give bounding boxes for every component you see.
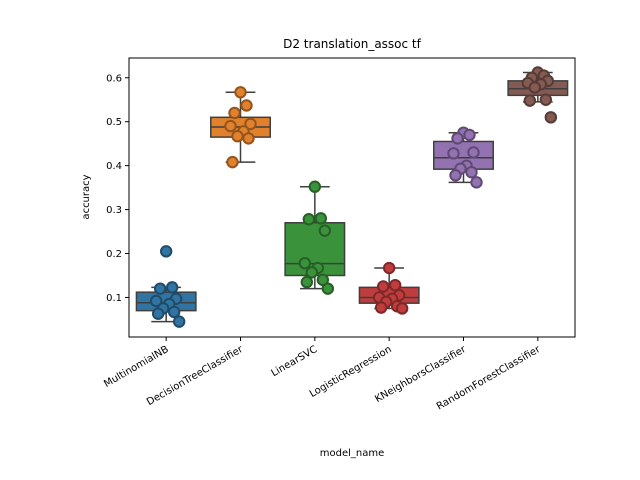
- y-tick-label: 0.4: [106, 161, 122, 172]
- box-group-logisticregression: [358, 261, 420, 315]
- y-tick-label: 0.1: [106, 293, 122, 304]
- x-tick-label: LinearSVC: [269, 344, 319, 379]
- box-group-kneighborsclassifier: [433, 126, 494, 189]
- data-point: [151, 307, 165, 320]
- data-point: [470, 176, 483, 189]
- data-point: [240, 99, 253, 112]
- box-group-randomforestclassifier: [507, 66, 569, 124]
- data-point: [467, 146, 480, 159]
- box-group-multinomialnb: [135, 245, 197, 328]
- data-point: [149, 294, 163, 308]
- chart-title: D2 translation_assoc tf: [283, 37, 422, 51]
- data-point: [302, 213, 316, 226]
- data-point: [544, 111, 558, 124]
- box-group-decisiontreeclassifier: [210, 86, 271, 169]
- data-point: [226, 155, 239, 169]
- data-point: [376, 280, 390, 293]
- data-point: [374, 301, 388, 314]
- data-point: [159, 245, 173, 258]
- data-point: [465, 166, 478, 179]
- y-tick-label: 0.3: [106, 205, 122, 216]
- y-tick-label: 0.2: [106, 249, 122, 260]
- data-point: [305, 266, 319, 279]
- data-point: [300, 275, 314, 289]
- data-point: [224, 119, 237, 133]
- data-point: [451, 132, 464, 145]
- data-point: [153, 282, 167, 295]
- x-axis-label: model_name: [320, 448, 385, 459]
- data-point: [463, 128, 476, 142]
- data-point: [228, 106, 241, 120]
- data-point: [382, 261, 396, 275]
- plot-frame: [128, 57, 576, 338]
- data-point: [321, 282, 335, 295]
- data-point: [447, 147, 460, 160]
- data-point: [539, 93, 553, 106]
- y-axis: 0.1 0.2 0.3 0.4 0.5 0.6: [106, 73, 129, 304]
- box-group-linearsvc: [284, 180, 346, 295]
- data-point: [308, 180, 322, 193]
- data-point: [314, 212, 328, 225]
- data-point: [231, 130, 244, 143]
- y-tick-label: 0.5: [106, 117, 122, 128]
- data-point: [172, 315, 186, 328]
- x-tick-label: MultinomialNB: [102, 344, 171, 390]
- data-point: [167, 305, 181, 319]
- data-point: [388, 278, 402, 292]
- plot-area: [135, 66, 569, 328]
- data-point: [528, 81, 542, 94]
- data-point: [165, 281, 179, 294]
- data-point: [244, 117, 257, 131]
- data-point: [395, 302, 409, 315]
- data-point: [449, 169, 462, 182]
- data-point: [234, 86, 247, 99]
- y-axis-label: accuracy: [81, 174, 92, 219]
- data-point: [242, 132, 255, 145]
- data-point: [523, 94, 537, 107]
- data-point: [318, 224, 332, 237]
- data-point: [298, 256, 312, 270]
- y-tick-label: 0.6: [106, 73, 122, 84]
